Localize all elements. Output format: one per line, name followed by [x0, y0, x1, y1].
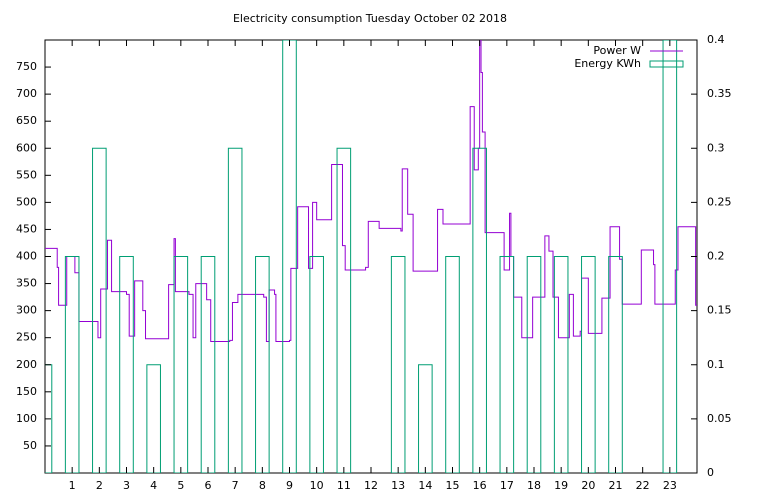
- y2-tick-label: 0.35: [707, 87, 732, 100]
- x-tick-label: 3: [123, 479, 130, 492]
- energy-box: [146, 364, 161, 473]
- x-tick-label: 12: [364, 479, 378, 492]
- energy-box: [92, 147, 107, 473]
- x-tick-label: 4: [150, 479, 157, 492]
- legend-swatch: [649, 60, 684, 68]
- energy-box: [526, 256, 542, 473]
- y-tick-label: 550: [16, 168, 37, 181]
- energy-box: [309, 256, 324, 473]
- x-tick-label: 18: [527, 479, 541, 492]
- x-tick-label: 21: [609, 479, 623, 492]
- energy-box: [472, 147, 487, 473]
- x-tick-label: 19: [554, 479, 568, 492]
- energy-box: [553, 256, 569, 473]
- energy-box: [200, 256, 216, 473]
- legend-label: Power W: [593, 44, 641, 57]
- y-tick-label: 500: [16, 195, 37, 208]
- energy-box: [662, 40, 678, 473]
- y-tick-label: 50: [23, 439, 37, 452]
- x-tick-label: 16: [473, 479, 487, 492]
- y-tick-label: 650: [16, 114, 37, 127]
- energy-box: [390, 256, 406, 473]
- y-tick-label: 200: [16, 358, 37, 371]
- y-tick-label: 600: [16, 141, 37, 154]
- energy-box: [173, 256, 189, 473]
- y-tick-label: 400: [16, 250, 37, 263]
- y-tick-label: 150: [16, 385, 37, 398]
- x-tick-label: 8: [259, 479, 266, 492]
- energy-box: [45, 364, 53, 473]
- plot-frame: [44, 39, 698, 474]
- y-tick-label: 700: [16, 87, 37, 100]
- x-tick-label: 22: [636, 479, 650, 492]
- energy-box: [418, 364, 433, 473]
- energy-box: [227, 147, 243, 473]
- plot-area: [45, 40, 697, 473]
- chart-title: Electricity consumption Tuesday October …: [233, 12, 507, 25]
- power-line: [45, 40, 697, 342]
- y-tick-label: 100: [16, 412, 37, 425]
- y2-tick-label: 0: [707, 466, 714, 479]
- y2-tick-label: 0.4: [707, 33, 725, 46]
- y-tick-label: 750: [16, 60, 37, 73]
- energy-box: [336, 147, 352, 473]
- legend-label: Energy KWh: [574, 57, 641, 70]
- x-tick-label: 10: [310, 479, 324, 492]
- x-tick-label: 2: [96, 479, 103, 492]
- y-tick-label: 450: [16, 222, 37, 235]
- y2-tick-label: 0.15: [707, 304, 732, 317]
- y2-tick-label: 0.3: [707, 141, 725, 154]
- x-tick-label: 9: [286, 479, 293, 492]
- y2-tick-label: 0.1: [707, 358, 725, 371]
- energy-box: [499, 256, 515, 473]
- y2-tick-label: 0.05: [707, 412, 732, 425]
- y2-tick-label: 0.2: [707, 250, 725, 263]
- energy-box: [64, 256, 80, 473]
- energy-box: [119, 256, 134, 473]
- x-tick-label: 5: [177, 479, 184, 492]
- energy-box: [255, 256, 270, 473]
- y-tick-label: 300: [16, 304, 37, 317]
- energy-box: [282, 40, 297, 473]
- x-tick-label: 13: [391, 479, 405, 492]
- energy-box: [445, 256, 460, 473]
- x-tick-label: 6: [205, 479, 212, 492]
- y2-tick-label: 0.25: [707, 195, 732, 208]
- energy-box: [608, 256, 623, 473]
- x-tick-label: 17: [500, 479, 514, 492]
- x-tick-label: 14: [418, 479, 432, 492]
- x-tick-label: 20: [581, 479, 595, 492]
- energy-box: [581, 256, 596, 473]
- x-tick-label: 15: [446, 479, 460, 492]
- x-tick-label: 11: [337, 479, 351, 492]
- x-tick-label: 1: [69, 479, 76, 492]
- y-tick-label: 350: [16, 277, 37, 290]
- x-tick-label: 23: [663, 479, 677, 492]
- y-tick-label: 250: [16, 331, 37, 344]
- x-tick-label: 7: [232, 479, 239, 492]
